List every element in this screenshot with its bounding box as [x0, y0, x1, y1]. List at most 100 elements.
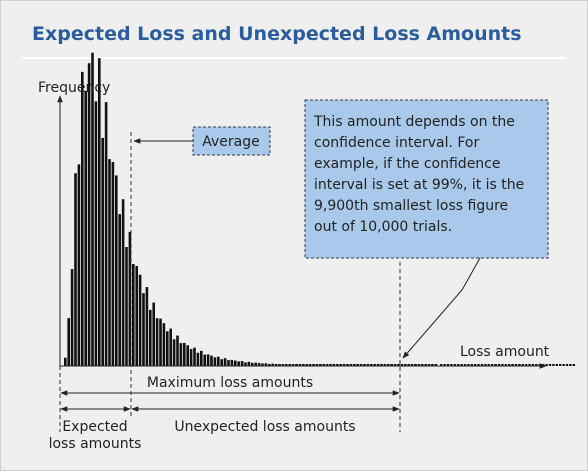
bar — [237, 361, 240, 366]
bar — [390, 364, 393, 366]
bar — [84, 90, 87, 366]
bar — [508, 364, 511, 366]
bar — [562, 364, 565, 366]
bar — [572, 364, 575, 366]
bar — [470, 364, 473, 366]
bar — [220, 359, 223, 366]
bar — [322, 364, 325, 366]
bar — [443, 364, 446, 366]
expected-label: loss amounts — [49, 436, 142, 452]
bar — [424, 364, 427, 366]
bar — [111, 162, 115, 366]
bar — [271, 363, 274, 366]
note-line: confidence interval. For — [314, 135, 479, 151]
bar — [346, 364, 349, 366]
bar — [376, 364, 380, 366]
bar — [480, 364, 484, 366]
bar — [373, 364, 376, 366]
bar — [518, 364, 521, 366]
bar — [477, 364, 480, 366]
bar — [497, 364, 501, 366]
bar — [257, 363, 261, 366]
x-label: Loss amount — [460, 344, 550, 360]
bar — [535, 364, 538, 366]
bar — [227, 360, 230, 366]
bar — [142, 293, 145, 366]
bar — [94, 101, 98, 366]
bar — [484, 364, 487, 366]
bar — [234, 360, 237, 366]
bar — [121, 199, 125, 366]
bar — [450, 364, 453, 366]
bar — [410, 364, 414, 366]
bar — [67, 318, 70, 366]
note-line: This amount depends on the — [313, 114, 515, 130]
bar — [128, 231, 132, 366]
note-line: out of 10,000 trials. — [314, 219, 452, 235]
title: Expected Loss and Unexpected Loss Amount… — [32, 23, 522, 45]
bar — [387, 364, 390, 366]
bar — [565, 364, 569, 366]
bar — [155, 318, 159, 366]
bar — [145, 287, 149, 366]
bar — [555, 364, 558, 366]
bar — [487, 364, 490, 366]
bar — [176, 335, 179, 366]
bar — [264, 363, 268, 366]
bar — [349, 364, 353, 366]
bar — [203, 354, 206, 366]
bar — [460, 364, 463, 366]
expected-label: Expected — [62, 419, 127, 435]
bar — [417, 364, 421, 366]
note-line: interval is set at 99%, it is the — [314, 177, 524, 193]
bar — [285, 364, 288, 366]
bar — [138, 274, 142, 366]
bar — [183, 342, 186, 366]
bar — [421, 364, 424, 366]
histogram — [64, 52, 575, 367]
bar — [434, 364, 438, 366]
bar — [189, 348, 193, 366]
bar — [528, 364, 531, 366]
bar — [353, 364, 356, 366]
bar — [319, 364, 322, 366]
bar — [494, 364, 497, 366]
average-box — [192, 126, 271, 156]
bar — [383, 364, 387, 366]
bar — [281, 364, 285, 366]
bar — [315, 364, 319, 366]
bar — [363, 364, 366, 366]
bar — [278, 364, 281, 366]
bar — [521, 364, 524, 366]
bar — [414, 364, 417, 366]
bar — [467, 364, 470, 366]
bar — [213, 357, 217, 366]
bar — [404, 364, 407, 366]
bar — [431, 364, 434, 366]
note-text: This amount depends on the confidence int… — [313, 114, 524, 235]
note-box — [304, 99, 549, 259]
bar — [491, 364, 494, 366]
bar — [210, 355, 213, 366]
bar — [169, 328, 172, 366]
bar — [407, 364, 410, 366]
bar — [261, 363, 264, 366]
bar — [200, 350, 203, 366]
bar — [132, 264, 135, 366]
bar — [247, 361, 251, 366]
bar — [295, 364, 298, 366]
bar — [552, 364, 555, 366]
bar — [91, 52, 94, 366]
bar — [166, 331, 169, 366]
bar — [397, 364, 400, 366]
bar — [501, 364, 504, 366]
unexpected-label: Unexpected loss amounts — [174, 419, 355, 435]
bar — [474, 364, 477, 366]
average-label: Average — [202, 134, 260, 150]
bar — [305, 364, 308, 366]
bar — [254, 362, 257, 366]
bar — [463, 364, 467, 366]
bar — [342, 364, 346, 366]
bar — [125, 247, 128, 366]
